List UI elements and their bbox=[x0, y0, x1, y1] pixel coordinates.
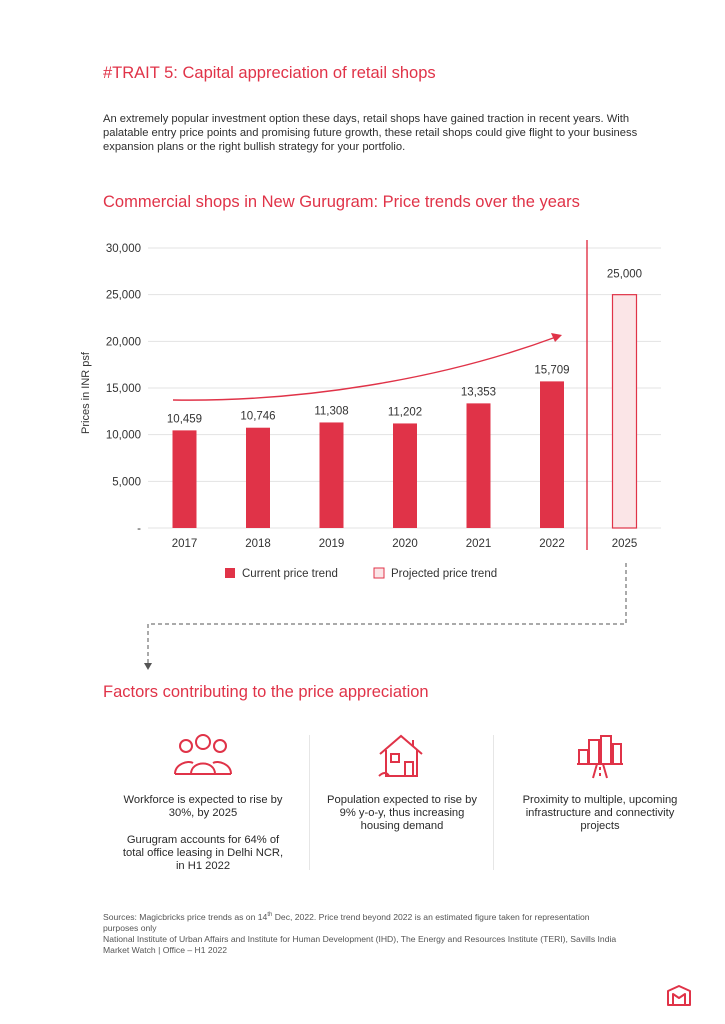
y-tick-label: 15,000 bbox=[106, 383, 141, 395]
factor-infrastructure: Proximity to multiple, upcoming infrastr… bbox=[515, 732, 685, 833]
x-tick-label: 2018 bbox=[245, 538, 271, 550]
data-label: 10,746 bbox=[240, 411, 275, 423]
connector-arrowhead bbox=[144, 663, 152, 670]
factor-text: Gurugram accounts for 64% of total offic… bbox=[122, 834, 284, 872]
bar-current bbox=[393, 423, 417, 528]
data-label: 11,308 bbox=[314, 405, 348, 417]
chart-title: Commercial shops in New Gurugram: Price … bbox=[103, 193, 580, 211]
page-title: #TRAIT 5: Capital appreciation of retail… bbox=[103, 64, 436, 82]
y-tick-label: 25,000 bbox=[106, 290, 141, 302]
factor-population: Population expected to rise by 9% y-o-y,… bbox=[322, 732, 482, 833]
divider bbox=[309, 735, 310, 870]
price-trend-chart: - 5,000 10,000 15,000 20,000 25,000 30,000 Pric… bbox=[80, 240, 661, 670]
data-label: 13,353 bbox=[461, 386, 496, 398]
intro-paragraph: An extremely popular investment option t… bbox=[103, 113, 638, 153]
data-label: 10,459 bbox=[167, 413, 202, 425]
sources-note: Sources: Magicbricks price trends as on … bbox=[103, 910, 623, 956]
y-tick-label: 30,000 bbox=[106, 243, 141, 255]
sources-superscript: th bbox=[267, 912, 273, 918]
y-axis-title: Prices in INR psf bbox=[80, 351, 92, 434]
bar-current bbox=[319, 422, 344, 528]
sources-text: National Institute of Urban Affairs and … bbox=[103, 933, 617, 955]
data-label: 25,000 bbox=[607, 269, 642, 281]
house-icon bbox=[378, 734, 423, 777]
y-tick-label: 5,000 bbox=[112, 476, 141, 488]
factor-text: Workforce is expected to rise by 30%, by… bbox=[123, 794, 283, 819]
x-tick-label: 2022 bbox=[539, 538, 565, 550]
people-group-icon bbox=[174, 734, 232, 775]
bar-projected bbox=[611, 294, 638, 529]
x-tick-label: 2017 bbox=[172, 538, 198, 550]
x-tick-label: 2025 bbox=[612, 538, 638, 550]
magicbricks-logo-icon bbox=[667, 985, 691, 1006]
y-tick-label: 10,000 bbox=[106, 430, 141, 442]
legend-label: Projected price trend bbox=[391, 568, 497, 580]
factors-title: Factors contributing to the price apprec… bbox=[103, 683, 429, 701]
factor-text: Population expected to rise by 9% y-o-y,… bbox=[327, 794, 477, 832]
data-label: 11,202 bbox=[388, 406, 422, 418]
bar-current bbox=[246, 427, 270, 528]
legend-label: Current price trend bbox=[242, 568, 338, 580]
bar-current bbox=[466, 403, 491, 528]
x-tick-label: 2020 bbox=[392, 538, 418, 550]
trend-arrowhead bbox=[551, 333, 562, 342]
city-road-icon bbox=[577, 735, 623, 779]
legend-swatch-current bbox=[225, 568, 235, 578]
factor-text: Proximity to multiple, upcoming infrastr… bbox=[522, 794, 678, 832]
data-label: 15,709 bbox=[534, 364, 569, 376]
sources-text: Sources: Magicbricks price trends as on … bbox=[103, 911, 268, 922]
trend-arrow bbox=[172, 336, 557, 401]
legend-swatch-projected bbox=[373, 567, 385, 579]
x-tick-label: 2019 bbox=[319, 538, 345, 550]
divider bbox=[493, 735, 494, 870]
y-tick-label: - bbox=[137, 523, 141, 535]
dashed-connector bbox=[147, 563, 627, 664]
y-tick-label: 20,000 bbox=[106, 336, 141, 348]
sources-text: Dec, 2022. Price trend beyond 2022 is an… bbox=[103, 911, 590, 933]
bar-current bbox=[172, 430, 197, 528]
factor-workforce: Workforce is expected to rise by 30%, by… bbox=[118, 732, 288, 873]
x-tick-label: 2021 bbox=[466, 538, 492, 550]
bar-current bbox=[540, 381, 564, 528]
